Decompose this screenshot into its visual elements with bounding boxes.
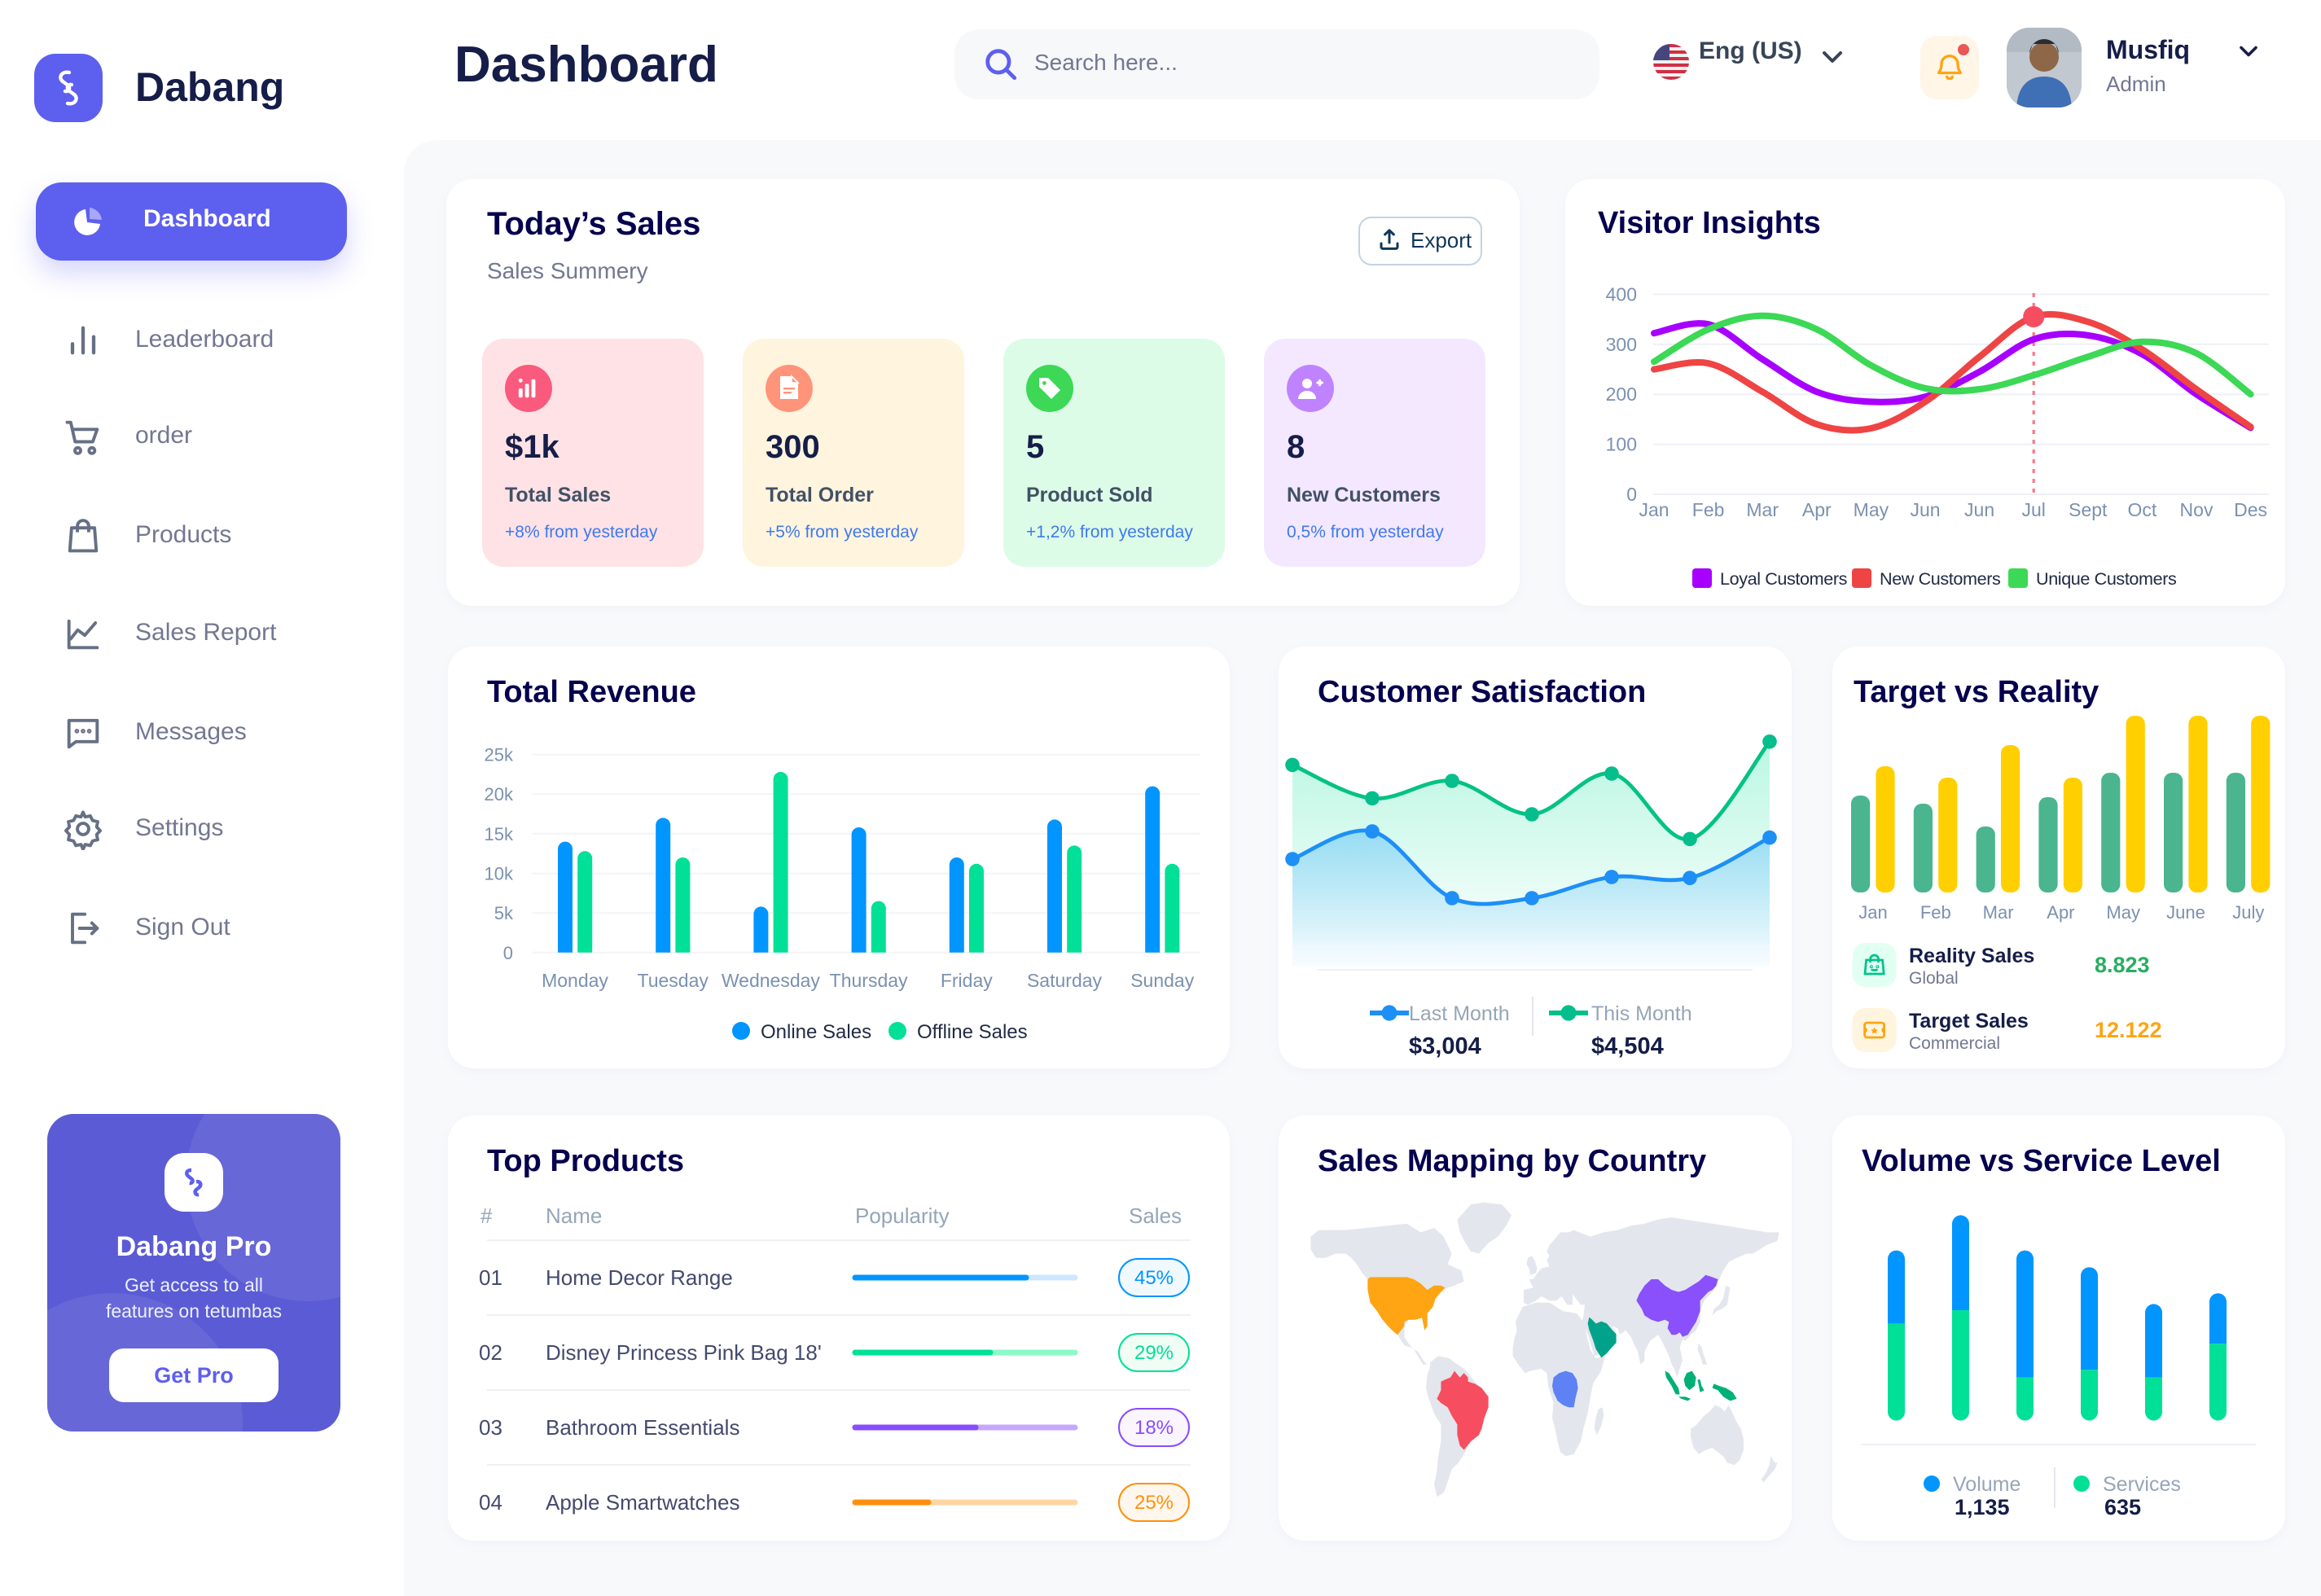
svg-text:Wednesday: Wednesday: [722, 970, 821, 991]
svg-text:Services: Services: [2103, 1473, 2181, 1496]
svg-text:Friday: Friday: [941, 970, 993, 991]
svg-text:Saturday: Saturday: [1027, 970, 1103, 991]
svg-text:Jun: Jun: [1964, 499, 1994, 520]
svg-text:Jan: Jan: [1639, 499, 1669, 520]
svg-text:01: 01: [479, 1265, 502, 1290]
svg-text:Sunday: Sunday: [1130, 970, 1195, 991]
svg-text:Last Month: Last Month: [1409, 1002, 1510, 1025]
svg-text:Popularity: Popularity: [855, 1204, 950, 1228]
svg-text:July: July: [2232, 902, 2264, 923]
svg-text:Mar: Mar: [1983, 902, 2014, 923]
svg-text:100: 100: [1606, 434, 1637, 455]
svg-text:Apple Smartwatches: Apple Smartwatches: [546, 1490, 739, 1515]
svg-text:Commercial: Commercial: [1909, 1034, 2000, 1053]
svg-text:Offline Sales: Offline Sales: [917, 1021, 1028, 1043]
svg-text:Mar: Mar: [1746, 499, 1779, 520]
svg-text:Loyal Customers: Loyal Customers: [1720, 568, 1848, 589]
svg-text:10k: 10k: [485, 864, 514, 884]
svg-text:Global: Global: [1909, 969, 1959, 988]
svg-text:Name: Name: [546, 1204, 602, 1228]
svg-text:Feb: Feb: [1692, 499, 1725, 520]
svg-text:Sept: Sept: [2069, 499, 2108, 520]
svg-text:400: 400: [1606, 283, 1637, 305]
svg-text:Apr: Apr: [1802, 499, 1832, 520]
svg-text:New Customers: New Customers: [1880, 568, 2001, 589]
svg-text:Online Sales: Online Sales: [761, 1021, 871, 1043]
svg-text:Sales: Sales: [1129, 1204, 1182, 1228]
svg-text:$3,004: $3,004: [1409, 1033, 1481, 1059]
svg-text:0: 0: [1626, 484, 1637, 505]
svg-text:45%: 45%: [1134, 1267, 1174, 1289]
svg-text:1,135: 1,135: [1955, 1495, 2010, 1519]
svg-text:0: 0: [503, 943, 513, 963]
svg-text:300: 300: [1606, 334, 1637, 355]
svg-text:Des: Des: [2234, 499, 2267, 520]
svg-text:$4,504: $4,504: [1591, 1033, 1664, 1059]
svg-text:June: June: [2166, 902, 2205, 923]
svg-text:Tuesday: Tuesday: [638, 970, 709, 991]
svg-text:Reality Sales: Reality Sales: [1909, 945, 2034, 967]
svg-text:May: May: [2106, 902, 2140, 923]
svg-text:Bathroom Essentials: Bathroom Essentials: [546, 1415, 739, 1440]
svg-text:This Month: This Month: [1591, 1002, 1692, 1025]
svg-text:8.823: 8.823: [2095, 953, 2150, 977]
svg-text:29%: 29%: [1134, 1342, 1174, 1364]
svg-text:Monday: Monday: [542, 970, 608, 991]
svg-text:Jan: Jan: [1858, 902, 1887, 923]
svg-text:Thursday: Thursday: [830, 970, 908, 991]
svg-text:20k: 20k: [485, 784, 514, 805]
svg-text:#: #: [480, 1204, 493, 1228]
svg-text:12.122: 12.122: [2095, 1018, 2162, 1042]
svg-text:25k: 25k: [485, 745, 514, 765]
svg-text:25%: 25%: [1134, 1492, 1174, 1514]
svg-text:Volume: Volume: [1953, 1473, 2020, 1496]
svg-text:Nov: Nov: [2180, 499, 2214, 520]
svg-text:15k: 15k: [485, 824, 514, 844]
svg-text:04: 04: [479, 1490, 502, 1515]
svg-text:Apr: Apr: [2047, 902, 2074, 923]
svg-text:02: 02: [479, 1340, 502, 1365]
svg-text:May: May: [1854, 499, 1889, 520]
svg-text:Jul: Jul: [2021, 499, 2045, 520]
svg-text:Oct: Oct: [2128, 499, 2157, 520]
svg-text:200: 200: [1606, 384, 1637, 405]
svg-text:Feb: Feb: [1920, 902, 1951, 923]
svg-text:Target Sales: Target Sales: [1909, 1010, 2029, 1033]
svg-text:Disney Princess Pink Bag 18': Disney Princess Pink Bag 18': [546, 1340, 822, 1365]
svg-text:Jun: Jun: [1910, 499, 1940, 520]
svg-text:18%: 18%: [1134, 1417, 1174, 1439]
svg-text:Home Decor Range: Home Decor Range: [546, 1265, 733, 1290]
svg-text:5k: 5k: [494, 903, 514, 923]
svg-text:03: 03: [479, 1415, 502, 1440]
svg-text:635: 635: [2104, 1495, 2141, 1519]
svg-text:Unique Customers: Unique Customers: [2036, 568, 2177, 589]
